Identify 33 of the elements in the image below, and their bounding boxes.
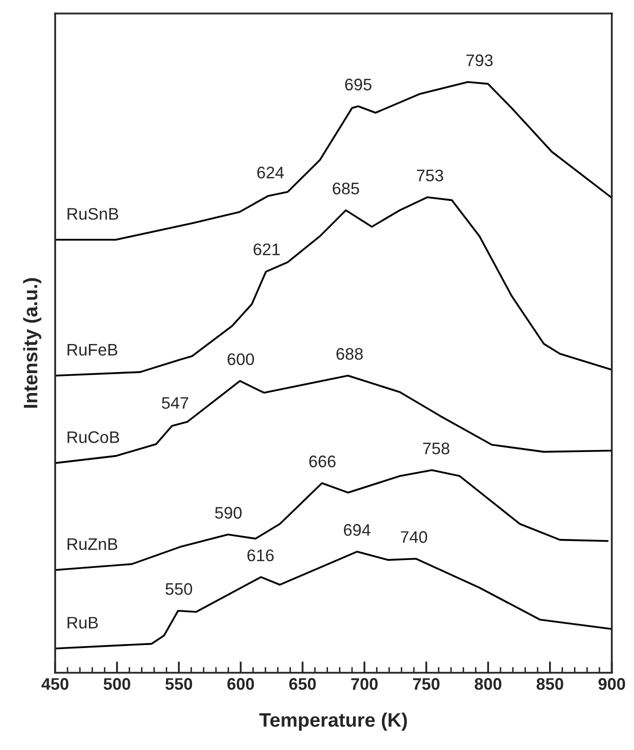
annotation: 793 [466,54,493,66]
x-tick-label: 600 [227,678,254,690]
annotation: 695 [345,78,372,90]
x-tick-label: 700 [351,678,378,690]
annotation: 550 [166,583,192,595]
annotation: 758 [423,442,450,454]
x-tick-label: 850 [536,678,564,690]
y-axis-title: Intensity (a.u.) [23,278,42,408]
series-label: RuFeB [68,344,118,356]
x-tick-label: 450 [42,678,68,690]
annotation: 688 [336,348,363,360]
annotation: 590 [215,506,242,519]
x-axis-title: Temperature (K) [259,712,407,731]
annotation: 547 [162,397,188,409]
annotation: 621 [254,243,280,256]
annotation: 600 [228,353,254,366]
x-tick-label: 900 [598,678,626,690]
annotation: 624 [257,166,284,178]
annotation: 753 [416,170,444,182]
x-tick-label: 550 [165,678,192,690]
series-label: RuCoB [68,431,120,444]
annotation: 666 [309,456,336,468]
annotation: 694 [344,524,370,536]
x-tick-label: 650 [289,678,316,690]
annotation: 616 [247,549,274,562]
x-tick-label: 750 [413,678,440,690]
series-label: RuZnB [68,538,118,550]
x-tick-label: 500 [104,678,130,690]
series-label: RuSnB [68,208,118,220]
annotation: 740 [400,531,428,543]
annotation: 685 [332,182,360,194]
x-tick-label: 800 [474,678,502,690]
series-label: RuB [68,616,98,629]
